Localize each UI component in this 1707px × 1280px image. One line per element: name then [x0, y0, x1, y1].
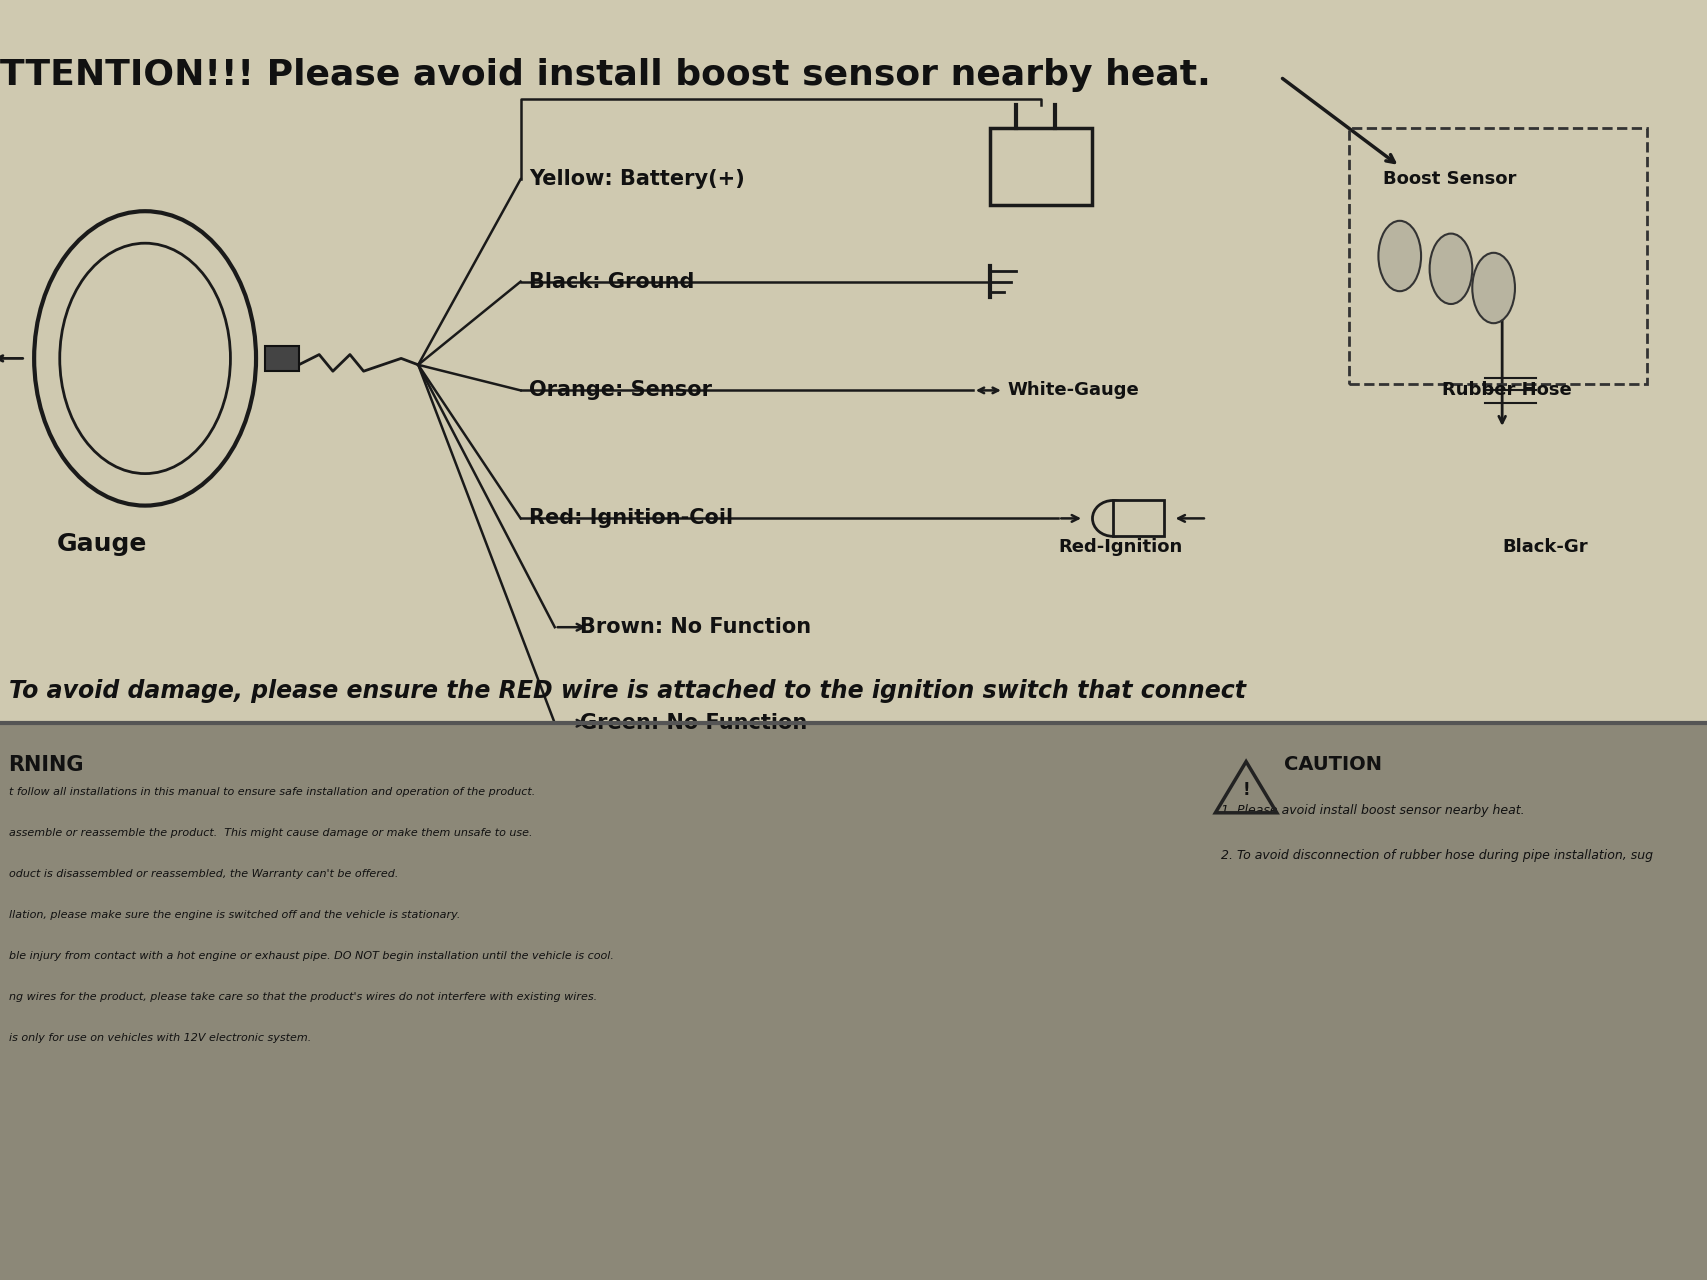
Text: is only for use on vehicles with 12V electronic system.: is only for use on vehicles with 12V ele…: [9, 1033, 311, 1043]
Text: Black: Ground: Black: Ground: [529, 271, 695, 292]
Text: 1. Please avoid install boost sensor nearby heat.: 1. Please avoid install boost sensor nea…: [1221, 804, 1524, 817]
Text: assemble or reassemble the product.  This might cause damage or make them unsafe: assemble or reassemble the product. This…: [9, 828, 533, 838]
Text: Yellow: Battery(+): Yellow: Battery(+): [529, 169, 744, 189]
Ellipse shape: [1430, 233, 1471, 303]
Ellipse shape: [1471, 252, 1516, 323]
Bar: [0, 0, 1707, 723]
Text: Black-Gr: Black-Gr: [1502, 538, 1588, 556]
Text: Rubber Hose: Rubber Hose: [1442, 381, 1572, 399]
Text: Boost Sensor: Boost Sensor: [1383, 170, 1516, 188]
Text: llation, please make sure the engine is switched off and the vehicle is stationa: llation, please make sure the engine is …: [9, 910, 459, 920]
Bar: [1113, 500, 1164, 536]
Text: 2. To avoid disconnection of rubber hose during pipe installation, sug: 2. To avoid disconnection of rubber hose…: [1221, 849, 1652, 861]
Text: Orange: Sensor: Orange: Sensor: [529, 380, 712, 401]
Text: CAUTION: CAUTION: [1284, 755, 1381, 774]
Text: Brown: No Function: Brown: No Function: [580, 617, 811, 637]
Bar: [0, 723, 1707, 1280]
Text: White-Gauge: White-Gauge: [1007, 381, 1139, 399]
Text: RNING: RNING: [9, 755, 84, 776]
Text: Red: Ignition-Coil: Red: Ignition-Coil: [529, 508, 734, 529]
Bar: [265, 346, 299, 371]
Ellipse shape: [60, 243, 230, 474]
Text: t follow all installations in this manual to ensure safe installation and operat: t follow all installations in this manua…: [9, 787, 534, 797]
Text: Gauge: Gauge: [58, 532, 147, 556]
Text: ng wires for the product, please take care so that the product's wires do not in: ng wires for the product, please take ca…: [9, 992, 597, 1002]
Text: ble injury from contact with a hot engine or exhaust pipe. DO NOT begin installa: ble injury from contact with a hot engin…: [9, 951, 613, 961]
Text: To avoid damage, please ensure the RED wire is attached to the ignition switch t: To avoid damage, please ensure the RED w…: [9, 680, 1246, 703]
Bar: [1349, 128, 1647, 384]
Text: oduct is disassembled or reassembled, the Warranty can't be offered.: oduct is disassembled or reassembled, th…: [9, 869, 398, 879]
Ellipse shape: [1379, 220, 1420, 292]
Bar: [990, 128, 1092, 205]
Text: Red-Ignition: Red-Ignition: [1058, 538, 1183, 556]
Text: !: !: [1243, 781, 1250, 799]
Ellipse shape: [1092, 500, 1133, 536]
Text: TTENTION!!! Please avoid install boost sensor nearby heat.: TTENTION!!! Please avoid install boost s…: [0, 58, 1210, 92]
Text: Green: No Function: Green: No Function: [580, 713, 807, 733]
